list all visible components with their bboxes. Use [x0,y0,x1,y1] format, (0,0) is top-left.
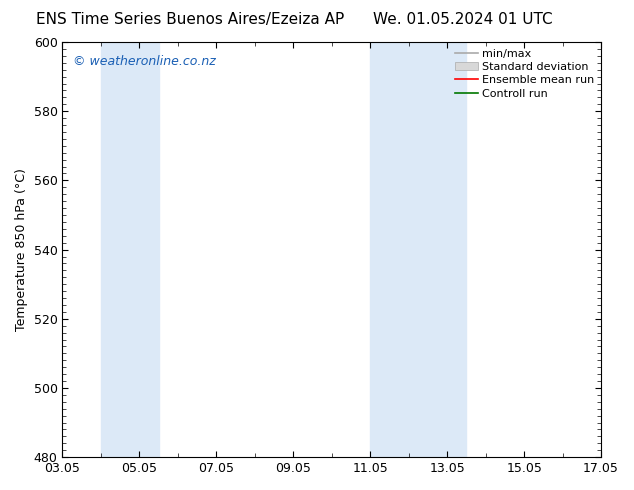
Bar [101,42,158,457]
Legend: min/max, Standard deviation, Ensemble mean run, Controll run: min/max, Standard deviation, Ensemble me… [451,44,599,103]
Text: © weatheronline.co.nz: © weatheronline.co.nz [73,54,216,68]
Text: ENS Time Series Buenos Aires/Ezeiza AP: ENS Time Series Buenos Aires/Ezeiza AP [36,12,344,27]
Y-axis label: Temperature 850 hPa (°C): Temperature 850 hPa (°C) [15,168,28,331]
Bar [370,42,467,457]
Text: We. 01.05.2024 01 UTC: We. 01.05.2024 01 UTC [373,12,553,27]
